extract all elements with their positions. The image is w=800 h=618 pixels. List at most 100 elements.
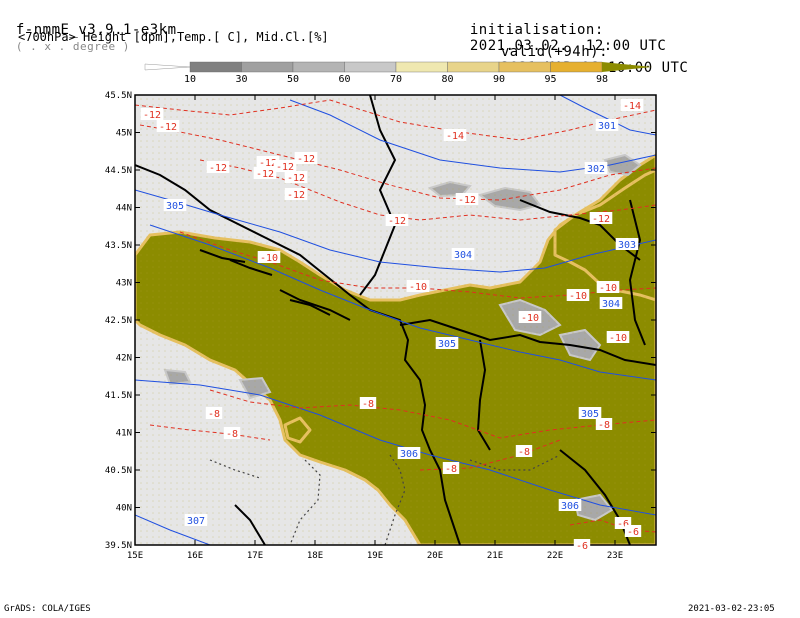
lat-label: 44N [116,204,132,214]
lon-label: 15E [127,551,143,561]
lon-label: 18E [307,551,323,561]
legend-tick-label: 95 [544,74,556,85]
height-contour-label: 303 [618,240,636,251]
temperature-contour-label-bg [223,427,241,439]
temperature-contour-label-bg [206,161,230,173]
longitude-labels: 15E 16E 17E 18E 19E 20E 21E 22E 23E [127,551,623,561]
lat-label: 45.5N [105,91,132,101]
legend-swatch [189,61,242,73]
temperature-contour-label-bg [273,160,297,172]
model-name: f-nmmE_v3.9.1-e3km [15,22,177,38]
temperature-contour-label: -10 [609,333,627,344]
temperature-contour-label: -14 [623,101,641,112]
legend-tick-label: 30 [235,74,247,85]
cloud-cover-legend: 10 30 50 60 70 80 90 95 98 [144,61,652,85]
temperature-contour-label-bg [518,311,542,323]
temperature-contour-label-bg [455,193,479,205]
height-contour-label-bg [595,119,619,131]
height-contour-label: 305 [581,409,599,420]
temperature-contour-label-bg [620,99,644,111]
temperature-contour-label-bg [573,539,591,551]
legend-right-arrow [602,62,652,72]
temperature-contour-label: -12 [287,190,305,201]
height-contour-label: 302 [587,164,605,175]
temperature-contour-label-bg [284,171,308,183]
temperature-contour-label-bg [596,281,620,293]
lat-label: 44.5N [105,166,132,176]
temperature-contour-label: -12 [276,162,294,173]
temperature-contour-label: -6 [617,519,629,530]
temperature-contour-label: -12 [287,173,305,184]
lat-label: 42N [116,354,132,364]
height-contour-label-bg [558,499,582,511]
lat-label: 41N [116,429,132,439]
temperature-contour-label-bg [595,418,613,430]
axis-ticks [134,94,656,546]
temperature-contour-label: -8 [208,409,220,420]
lat-label: 42.5N [105,316,132,326]
height-contour-label: 304 [602,299,620,310]
legend-swatch [344,61,397,73]
lat-label: 40.5N [105,466,132,476]
lon-label: 22E [547,551,563,561]
height-contour-label: 307 [187,516,205,527]
temperature-contour-label-bg [253,167,277,179]
height-contour-label: 306 [400,449,418,460]
temperature-contour-label: -8 [518,447,530,458]
legend-tick-label: 70 [390,74,402,85]
lat-label: 43N [116,279,132,289]
temperature-contour-label: -14 [446,131,464,142]
height-contour-label: 305 [438,339,456,350]
lat-label: 40N [116,504,132,514]
legend-swatch [241,61,294,73]
legend-swatch [292,61,345,73]
temperature-contour-label-bg [566,289,590,301]
temperature-contour-label-bg [406,280,430,292]
temperature-contour-label: -8 [226,429,238,440]
height-contour-label: 304 [454,250,472,261]
lat-label: 45N [116,129,132,139]
temperature-contour-label: -12 [259,158,277,169]
temperature-contour-label: -12 [458,195,476,206]
lat-label: 39.5N [105,541,132,551]
legend-tick-label: 10 [184,74,196,85]
height-contour-label: 301 [598,121,616,132]
lat-label: 41.5N [105,391,132,401]
footer-credit: GrADS: COLA/IGES [4,604,91,614]
height-contour-label-bg [397,447,421,459]
temperature-contour-label: -10 [599,283,617,294]
temperature-contour-label: -10 [260,253,278,264]
temperature-contour-label-bg [140,108,164,120]
temperature-contour-label: -12 [297,154,315,165]
height-contour-label-bg [615,238,639,250]
footer-timestamp: 2021-03-02-23:05 [688,604,775,614]
lon-label: 17E [247,551,263,561]
height-contour-label-bg [584,162,608,174]
lon-label: 21E [487,551,503,561]
temperature-contour-label: -6 [627,527,639,538]
temperature-contour-label-bg [359,397,377,409]
temperature-contour-label-bg [156,120,180,132]
latitude-labels: 45.5N 45N 44.5N 44N 43.5N 43N 42.5N 42N 41.5N 41N… [105,91,132,551]
temperature-contour-label: -10 [409,282,427,293]
legend-left-arrow [144,63,191,71]
legend-tick-label: 60 [338,74,350,85]
temperature-contour-label-bg [443,129,467,141]
legend-tick-label: 50 [287,74,299,85]
height-contour-label-bg [435,337,459,349]
field-description: <700hPa> Height [dpm],Temp.[ C], Mid.Cl.… [18,30,329,44]
temperature-contour-label: -10 [569,291,587,302]
temperature-contour-label: -12 [209,163,227,174]
units-hint: ( . x . degree ) [15,40,130,53]
temperature-contour-label-bg [257,251,281,263]
temperature-contour-label: -12 [592,214,610,225]
initialisation-label: initialisation: [469,22,604,38]
lon-label: 23E [607,551,623,561]
valid-label: valid(+94h): [500,44,609,60]
temperature-contour-label: -12 [159,122,177,133]
height-contour-label-bg [578,407,602,419]
temperature-contour-label: -8 [362,399,374,410]
height-contour-label-bg [184,514,208,526]
temperature-contour-label-bg [256,156,280,168]
